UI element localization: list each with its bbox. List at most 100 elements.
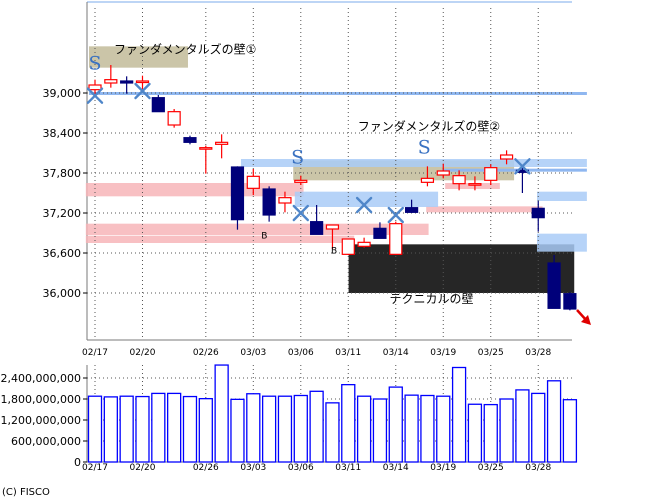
volume-tick-label: 1,800,000,000: [1, 393, 81, 406]
volume-bar: [87, 395, 103, 463]
support-line-0: [89, 92, 587, 95]
price-date-label: 03/19: [430, 348, 456, 358]
copyright-label: (C) FISCO: [2, 487, 50, 498]
volume-bar: [341, 383, 356, 463]
volume-bar: [309, 390, 324, 463]
cross-mark: [355, 196, 373, 214]
candle-body: [452, 175, 466, 185]
candle-body: [183, 137, 197, 143]
b-mark-label: B: [261, 231, 267, 241]
cross-mark: [292, 204, 309, 222]
volume-bar: [356, 395, 372, 463]
zone-support-7: [240, 159, 587, 167]
candle-body: [88, 84, 102, 91]
down-arrow-head: [581, 315, 591, 325]
volume-date-label: 03/14: [383, 463, 409, 473]
volume-bar: [119, 395, 134, 463]
price-tick-label: 39,000: [43, 87, 82, 100]
volume-date-label: 03/11: [335, 463, 361, 473]
candle-body: [246, 175, 260, 189]
price-date-label: 03/28: [525, 348, 551, 358]
volume-bar: [420, 394, 435, 463]
volume-bar: [388, 386, 403, 463]
volume-bar: [293, 394, 308, 463]
volume-bar: [404, 394, 419, 463]
volume-date-label: 03/19: [430, 463, 456, 473]
volume-bar: [499, 398, 514, 463]
zone-support-10: [536, 233, 587, 252]
cross-stroke: [86, 87, 104, 104]
candle-body: [199, 147, 213, 150]
candle-body: [230, 166, 245, 221]
price-date-label: 03/06: [288, 348, 314, 358]
candle-body: [151, 97, 165, 113]
volume-date-label: 02/26: [193, 463, 219, 473]
price-tick-label: 37,800: [43, 167, 82, 180]
volume-bar: [246, 393, 261, 463]
zone-technical-2: [348, 244, 575, 293]
volume-tick-label: 2,400,000,000: [1, 372, 81, 385]
cross-stroke: [514, 158, 531, 175]
volume-date-label: 03/28: [525, 463, 551, 473]
zone-resistance-6: [426, 206, 543, 213]
volume-bar: [451, 366, 467, 463]
candle-body: [120, 80, 134, 84]
price-date-label: 02/17: [82, 348, 108, 358]
volume-bar: [483, 403, 498, 463]
zone-support-8: [294, 191, 439, 207]
candle-body: [484, 167, 498, 181]
s-mark-label: S: [418, 137, 431, 159]
s-mark-label: S: [291, 147, 304, 169]
support-line-1: [442, 168, 587, 172]
volume-bar: [214, 364, 229, 463]
candle-body: [294, 179, 308, 183]
cross-mark: [514, 158, 531, 175]
candle-body: [420, 177, 435, 183]
price-date-label: 03/14: [383, 348, 409, 358]
price-date-label: 03/11: [335, 348, 361, 358]
zone-fundamental-0: [89, 46, 188, 68]
volume-bar: [546, 380, 562, 463]
price-date-label: 02/26: [193, 348, 219, 358]
zone-support-9: [536, 191, 587, 201]
cross-stroke: [134, 82, 151, 100]
candle-body: [262, 188, 276, 216]
volume-bar: [467, 403, 483, 463]
volume-tick-label: 600,000,000: [11, 435, 81, 448]
cross-mark: [86, 87, 104, 104]
candle-body: [325, 224, 340, 230]
volume-bar: [515, 389, 530, 463]
candle-body: [499, 154, 514, 160]
annotation-wall2: ファンダメンタルズの壁②: [358, 118, 500, 133]
volume-bar: [261, 395, 277, 463]
volume-bar: [166, 392, 182, 463]
volume-bar: [372, 398, 388, 463]
volume-date-label: 03/03: [240, 463, 266, 473]
volume-date-label: 03/25: [478, 463, 504, 473]
volume-date-label: 03/06: [288, 463, 314, 473]
s-mark-label: S: [88, 53, 101, 75]
price-tick-label: 36,600: [43, 247, 82, 260]
cross-stroke: [355, 196, 373, 214]
volume-bar: [277, 395, 293, 463]
volume-bar: [562, 399, 578, 463]
candle-body: [167, 111, 181, 126]
volume-bar: [436, 395, 451, 463]
zone-resistance-4: [85, 223, 429, 235]
zone-resistance-5: [85, 235, 355, 243]
b-mark-label: B: [331, 247, 337, 257]
candle-body: [278, 197, 292, 204]
volume-bar: [531, 392, 546, 463]
cross-mark: [134, 82, 151, 100]
volume-tick-label: 0: [74, 456, 81, 469]
candle-body: [310, 221, 324, 235]
cross-stroke: [292, 204, 309, 222]
down-arrow-icon: [576, 309, 591, 325]
volume-bar: [325, 402, 340, 463]
candle-body: [373, 227, 387, 239]
volume-bar: [198, 397, 213, 463]
zone-resistance-11: [445, 183, 500, 189]
candle-body: [215, 141, 229, 145]
candle-body: [357, 241, 371, 247]
